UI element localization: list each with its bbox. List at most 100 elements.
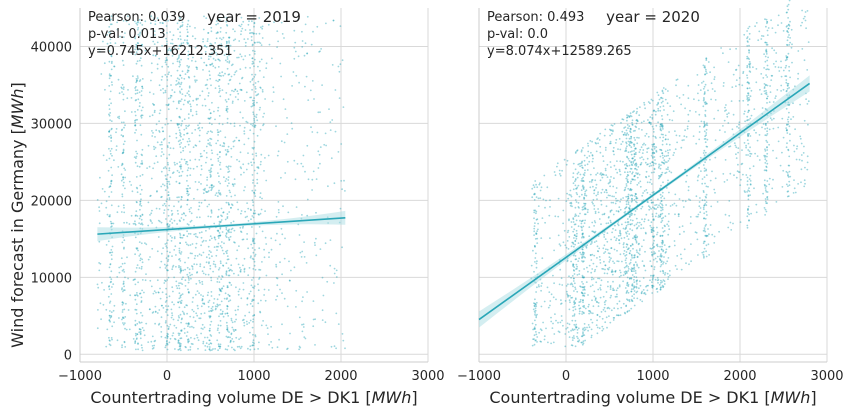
scatter-point xyxy=(624,164,626,166)
scatter-point xyxy=(582,289,584,291)
scatter-point xyxy=(103,289,105,291)
scatter-point xyxy=(597,172,599,174)
scatter-point xyxy=(704,231,706,233)
scatter-point xyxy=(532,250,534,252)
scatter-point xyxy=(796,145,798,147)
scatter-point xyxy=(231,327,233,329)
scatter-point xyxy=(649,163,651,165)
scatter-point xyxy=(221,208,223,210)
scatter-point xyxy=(165,288,167,290)
scatter-point xyxy=(123,281,125,283)
scatter-point xyxy=(580,299,582,301)
scatter-point xyxy=(228,204,230,206)
scatter-point xyxy=(582,220,584,222)
scatter-point xyxy=(780,61,782,63)
scatter-point xyxy=(660,97,662,99)
scatter-point xyxy=(750,175,752,177)
scatter-point xyxy=(182,293,184,295)
scatter-point xyxy=(160,326,162,328)
scatter-point xyxy=(768,27,770,29)
scatter-point xyxy=(149,166,151,168)
scatter-point xyxy=(631,122,633,124)
scatter-point xyxy=(237,93,239,95)
scatter-point xyxy=(283,37,285,39)
scatter-point xyxy=(278,339,280,341)
scatter-point xyxy=(161,141,163,143)
scatter-point xyxy=(591,335,593,337)
scatter-point xyxy=(773,118,775,120)
scatter-point xyxy=(262,89,264,91)
scatter-point xyxy=(210,171,212,173)
scatter-point xyxy=(707,90,709,92)
scatter-point xyxy=(212,65,214,67)
scatter-point xyxy=(175,254,177,256)
scatter-point xyxy=(568,248,570,250)
scatter-point xyxy=(111,180,113,182)
scatter-point xyxy=(277,41,279,43)
scatter-point xyxy=(116,128,118,130)
scatter-point xyxy=(187,35,189,37)
scatter-point xyxy=(604,129,606,131)
scatter-point xyxy=(531,265,533,267)
scatter-point xyxy=(664,172,666,174)
scatter-point xyxy=(226,250,228,252)
scatter-point xyxy=(612,281,614,283)
scatter-point xyxy=(185,95,187,97)
scatter-point xyxy=(166,157,168,159)
scatter-point xyxy=(612,274,614,276)
scatter-point xyxy=(630,250,632,252)
scatter-point xyxy=(189,151,191,153)
scatter-point xyxy=(250,218,252,220)
scatter-point xyxy=(238,338,240,340)
scatter-point xyxy=(206,261,208,263)
scatter-point xyxy=(207,79,209,81)
scatter-point xyxy=(633,297,635,299)
scatter-point xyxy=(744,191,746,193)
scatter-point xyxy=(749,168,751,170)
scatter-point xyxy=(195,283,197,285)
scatter-point xyxy=(191,343,193,345)
scatter-point xyxy=(808,41,810,43)
scatter-point xyxy=(165,320,167,322)
scatter-point xyxy=(210,84,212,86)
scatter-point xyxy=(161,316,163,318)
scatter-point xyxy=(534,225,536,227)
scatter-point xyxy=(109,340,111,342)
scatter-point xyxy=(336,270,338,272)
scatter-point xyxy=(590,259,592,261)
scatter-point xyxy=(661,248,663,250)
scatter-point xyxy=(804,179,806,181)
scatter-point xyxy=(109,214,111,216)
scatter-point xyxy=(664,225,666,227)
scatter-point xyxy=(215,305,217,307)
scatter-point xyxy=(583,268,585,270)
scatter-point xyxy=(760,73,762,75)
scatter-point xyxy=(749,26,751,28)
scatter-point xyxy=(108,337,110,339)
scatter-point xyxy=(706,214,708,216)
scatter-point xyxy=(666,168,668,170)
scatter-point xyxy=(610,239,612,241)
scatter-point xyxy=(633,176,635,178)
scatter-point xyxy=(228,83,230,85)
scatter-point xyxy=(551,293,553,295)
scatter-point xyxy=(246,238,248,240)
scatter-point xyxy=(681,139,683,141)
scatter-point xyxy=(202,295,204,297)
scatter-point xyxy=(187,331,189,333)
scatter-point xyxy=(707,235,709,237)
scatter-point xyxy=(170,84,172,86)
scatter-point xyxy=(223,253,225,255)
scatter-point xyxy=(181,98,183,100)
scatter-point xyxy=(166,118,168,120)
scatter-point xyxy=(239,227,241,229)
scatter-point xyxy=(111,62,113,64)
scatter-point xyxy=(263,170,265,172)
scatter-point xyxy=(247,152,249,154)
scatter-point xyxy=(181,214,183,216)
scatter-point xyxy=(669,149,671,151)
scatter-point xyxy=(111,81,113,83)
scatter-point xyxy=(705,224,707,226)
scatter-point xyxy=(258,247,260,249)
scatter-point xyxy=(231,76,233,78)
